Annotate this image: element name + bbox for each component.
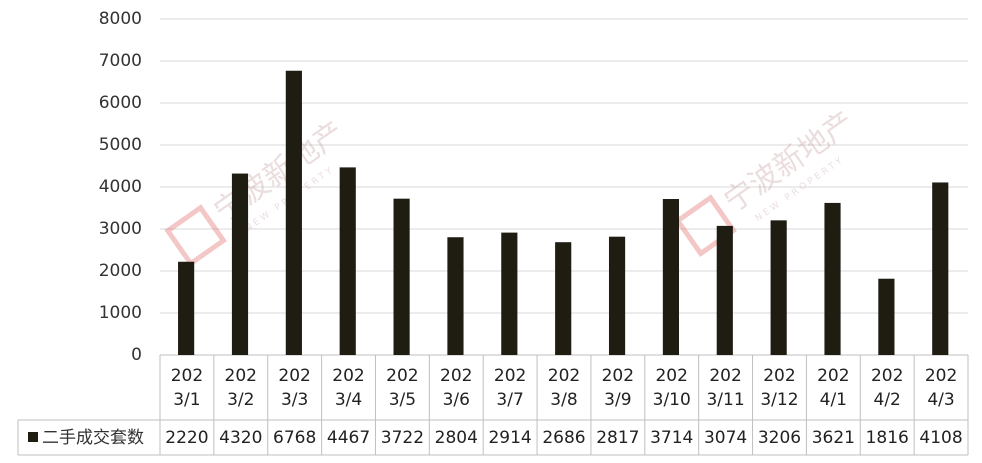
table-value: 2817 [591, 420, 645, 455]
x-tick-label: 2023/10 [645, 355, 699, 420]
y-tick-label: 0 [131, 345, 142, 365]
table-value: 3206 [753, 420, 807, 455]
y-tick-label: 8000 [99, 9, 142, 29]
bar [716, 225, 733, 355]
bar [662, 199, 680, 355]
y-tick-label: 6000 [99, 93, 142, 113]
bar [555, 242, 572, 355]
table-value: 3074 [699, 420, 753, 455]
bar [447, 237, 464, 355]
x-tick-label-text: 2024/3 [924, 365, 958, 410]
bar [285, 70, 302, 355]
bar [501, 232, 518, 355]
x-tick-label: 2023/7 [483, 355, 537, 420]
x-tick-label-text: 2023/11 [706, 365, 745, 410]
y-tick-label: 4000 [99, 177, 142, 197]
x-tick-label-text: 2024/1 [817, 365, 850, 410]
y-tick-label: 7000 [99, 51, 142, 71]
x-tick-label-text: 2023/1 [170, 365, 204, 410]
table-value: 4467 [322, 420, 376, 455]
table-value-text: 3621 [811, 427, 855, 448]
x-tick-label-text: 2024/2 [870, 365, 904, 410]
table-value-text: 1816 [865, 427, 909, 448]
x-tick-label: 2024/2 [860, 355, 914, 420]
x-tick-label: 2023/12 [753, 355, 807, 420]
x-tick-label-text: 2023/9 [601, 365, 635, 410]
y-tick-label: 3000 [99, 219, 142, 239]
table-value: 2804 [429, 420, 483, 455]
y-tick-label: 1000 [99, 303, 142, 323]
watermark-logo [164, 204, 227, 267]
table-value: 2686 [537, 420, 591, 455]
table-value: 3714 [645, 420, 699, 455]
table-value-text: 4108 [919, 427, 963, 448]
table-value-text: 6768 [273, 427, 317, 448]
x-tick-label-text: 2023/8 [547, 365, 581, 410]
bar [878, 278, 895, 355]
x-tick-label: 2023/1 [160, 355, 214, 420]
table-value-text: 3074 [703, 427, 748, 448]
bar [393, 198, 410, 355]
table-value: 2220 [160, 420, 214, 455]
x-tick-label: 2023/9 [591, 355, 645, 420]
bar [231, 173, 249, 355]
table-value-text: 3206 [757, 427, 802, 448]
x-tick-label-text: 2023/10 [652, 365, 691, 410]
bar [932, 182, 949, 355]
bar [178, 261, 195, 355]
bar [770, 220, 787, 355]
x-tick-label: 2024/3 [914, 355, 968, 420]
x-tick-label-text: 2023/7 [493, 365, 527, 410]
legend-label: 二手成交套数 [42, 428, 144, 448]
x-tick-label: 2023/3 [268, 355, 322, 420]
y-tick-label: 2000 [99, 261, 142, 281]
bar [339, 167, 356, 355]
table-value-text: 2686 [542, 427, 586, 448]
table-value: 3722 [375, 420, 429, 455]
table-value: 4320 [214, 420, 268, 455]
table-value: 3621 [806, 420, 860, 455]
x-tick-label: 2024/1 [806, 355, 860, 420]
table-value-text: 3722 [380, 427, 425, 448]
table-value-text: 2804 [434, 427, 478, 448]
y-tick-label: 5000 [99, 135, 142, 155]
x-tick-label-text: 2023/4 [332, 365, 365, 410]
x-tick-label: 2023/4 [322, 355, 376, 420]
table-value-text: 2914 [488, 427, 532, 448]
table-value: 1816 [860, 420, 914, 455]
table-value-text: 2817 [596, 427, 640, 448]
x-tick-label-text: 2023/12 [760, 365, 799, 410]
bar [608, 236, 626, 355]
x-tick-label: 2023/8 [537, 355, 591, 420]
table-value-text: 4467 [326, 427, 371, 448]
table-value-text: 3714 [650, 427, 694, 448]
x-tick-label: 2023/2 [214, 355, 268, 420]
x-tick-label: 2023/6 [429, 355, 483, 420]
table-value: 6768 [268, 420, 322, 455]
x-tick-label-text: 2023/5 [386, 365, 419, 410]
table-value: 2914 [483, 420, 537, 455]
table-value-text: 2220 [165, 427, 209, 448]
bar [824, 202, 841, 355]
x-tick-label: 2023/11 [699, 355, 753, 420]
x-tick-label-text: 2023/3 [278, 365, 311, 410]
x-tick-label: 2023/5 [375, 355, 429, 420]
table-value: 4108 [914, 420, 968, 455]
legend-swatch [28, 432, 38, 442]
x-tick-label-text: 2023/2 [224, 365, 257, 410]
table-value-text: 4320 [219, 427, 263, 448]
x-tick-label-text: 2023/6 [440, 365, 473, 410]
